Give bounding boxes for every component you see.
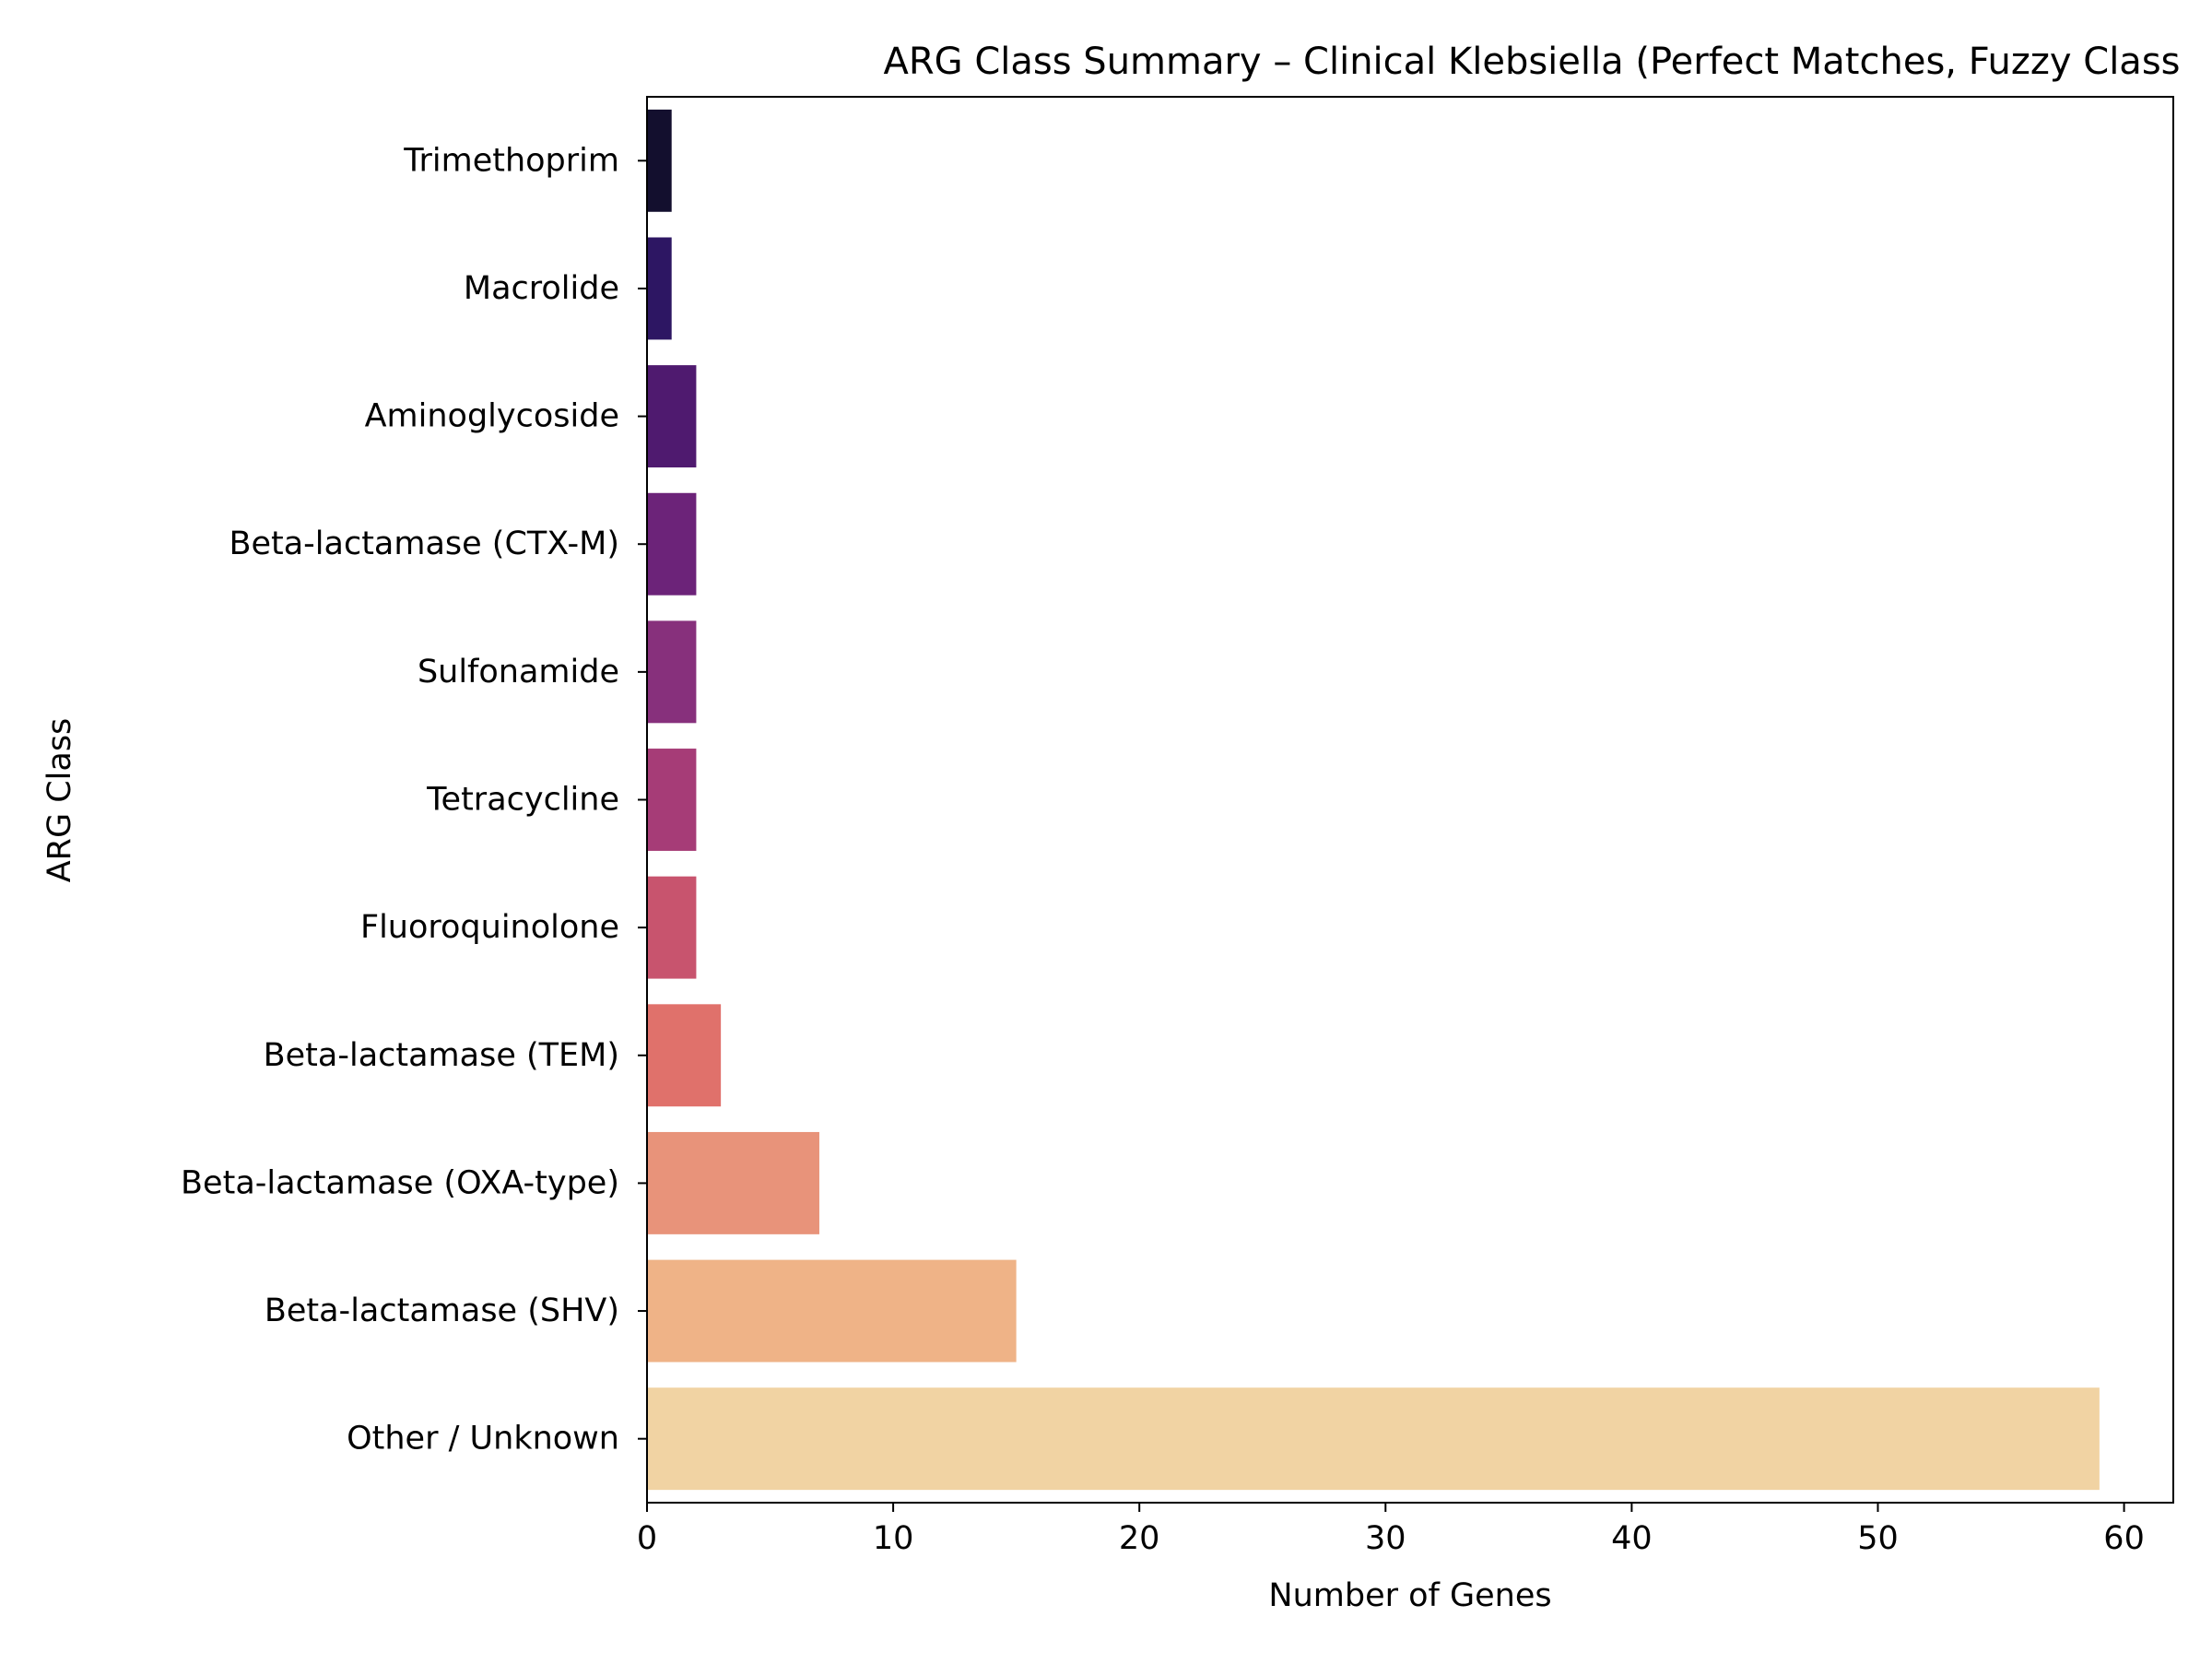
x-tick-label: 40 bbox=[1611, 1520, 1653, 1557]
y-tick-label: Macrolide bbox=[464, 270, 619, 307]
bar-tetracycline bbox=[647, 749, 697, 851]
y-axis-ticks: Trimethoprim Macrolide Aminoglycoside Beta-… bbox=[181, 142, 647, 1457]
y-tick-label: Beta-lactamase (CTX-M) bbox=[229, 525, 619, 562]
bar-fluoroquinolone bbox=[647, 876, 697, 979]
plot-frame bbox=[646, 96, 2174, 1504]
x-tick-label: 0 bbox=[637, 1520, 657, 1557]
y-tick-label: Other / Unknown bbox=[347, 1421, 619, 1457]
x-axis-ticks: 0 10 20 30 40 50 60 bbox=[637, 1503, 2145, 1557]
bar-beta-lactamase-tem bbox=[647, 1004, 722, 1107]
y-axis-label: ARG Class bbox=[41, 718, 78, 883]
x-tick-label: 50 bbox=[1857, 1520, 1899, 1557]
bar-macrolide bbox=[647, 237, 672, 340]
bar-other-unknown bbox=[647, 1387, 2100, 1491]
x-tick-label: 20 bbox=[1119, 1520, 1160, 1557]
y-tick-label: Beta-lactamase (OXA-type) bbox=[181, 1164, 619, 1201]
chart-title: ARG Class Summary – Clinical Klebsiella … bbox=[883, 41, 2180, 83]
y-tick-label: Beta-lactamase (TEM) bbox=[264, 1037, 619, 1074]
bar-trimethoprim bbox=[647, 109, 672, 212]
x-tick-label: 60 bbox=[2103, 1520, 2145, 1557]
bar-beta-lactamase-ctx-m bbox=[647, 492, 697, 596]
bar-beta-lactamase-shv bbox=[647, 1259, 1017, 1363]
bars-group bbox=[647, 109, 2100, 1491]
bar-beta-lactamase-oxa-type bbox=[647, 1131, 819, 1234]
x-tick-label: 30 bbox=[1365, 1520, 1406, 1557]
y-tick-label: Aminoglycoside bbox=[365, 398, 619, 435]
x-axis-label: Number of Genes bbox=[1268, 1577, 1551, 1614]
y-tick-label: Tetracycline bbox=[426, 782, 619, 819]
y-tick-label: Beta-lactamase (SHV) bbox=[265, 1292, 619, 1329]
bar-sulfonamide bbox=[647, 620, 697, 724]
x-tick-label: 10 bbox=[873, 1520, 914, 1557]
y-tick-label: Trimethoprim bbox=[403, 142, 619, 179]
y-tick-label: Sulfonamide bbox=[418, 654, 619, 690]
bar-aminoglycoside bbox=[647, 365, 697, 468]
y-tick-label: Fluoroquinolone bbox=[360, 909, 619, 946]
